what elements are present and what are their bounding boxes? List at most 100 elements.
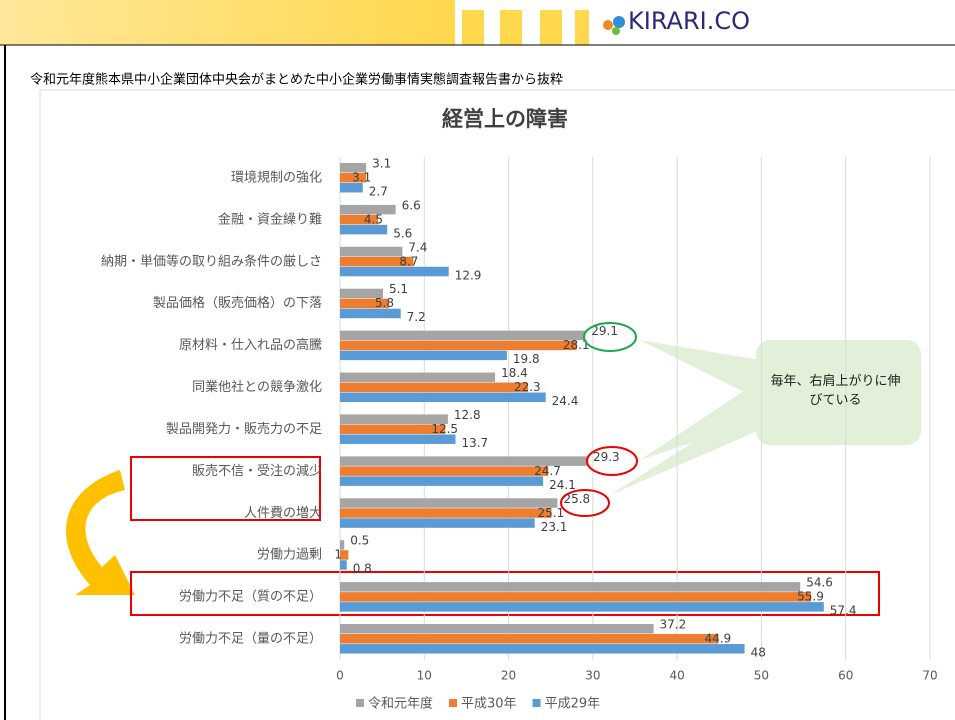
- highlight-circle: [583, 322, 637, 352]
- data-label: 3.1: [372, 156, 391, 170]
- chart-frame: [39, 89, 955, 720]
- data-label: 25.8: [563, 492, 590, 506]
- bar: [340, 644, 745, 654]
- x-tick-label: 10: [417, 669, 432, 683]
- data-label: 13.7: [461, 436, 488, 450]
- bar: [340, 624, 654, 634]
- y-tick-label: 製品開発力・販売力の不足: [166, 421, 322, 437]
- legend-swatch: [532, 699, 541, 707]
- legend-label: 平成29年: [545, 697, 601, 712]
- data-label: 18.4: [501, 366, 528, 380]
- y-tick-label: 販売不信・受注の減少: [192, 463, 322, 479]
- bar: [340, 330, 586, 341]
- callout-pointer: [640, 340, 760, 400]
- y-tick-label: 労働力不足（質の不足）: [179, 590, 322, 605]
- highlight-circle: [560, 489, 610, 517]
- data-label: 4.5: [364, 212, 383, 226]
- bar: [340, 592, 812, 602]
- legend-swatch: [449, 699, 458, 707]
- x-tick-label: 70: [922, 669, 937, 683]
- x-tick-label: 60: [838, 669, 853, 683]
- y-tick-label: 原材料・仕入れ品の高騰: [179, 337, 322, 353]
- header-block: [575, 10, 589, 45]
- bar: [340, 204, 396, 215]
- logo-dot: [613, 16, 625, 28]
- y-tick-label: 納期・単価等の取り組み条件の厳しさ: [101, 253, 322, 269]
- bar: [340, 602, 824, 612]
- data-label: 37.2: [660, 618, 687, 632]
- data-label: 6.6: [402, 198, 421, 212]
- data-label: 29.3: [593, 450, 620, 464]
- header-block: [462, 10, 484, 45]
- legend-label: 令和元年度: [368, 696, 433, 712]
- bar: [340, 560, 347, 570]
- data-label: 2.7: [369, 184, 388, 198]
- bar: [340, 424, 446, 434]
- bar: [340, 224, 388, 235]
- x-tick-label: 0: [336, 669, 344, 683]
- bar: [340, 518, 535, 528]
- data-label: 48: [751, 646, 766, 660]
- data-label: 8.7: [399, 254, 418, 268]
- data-label: 3.1: [352, 170, 371, 184]
- bar: [340, 582, 801, 592]
- arrow: [66, 470, 135, 595]
- bar: [340, 634, 719, 644]
- highlight-circle: [586, 446, 638, 476]
- data-label: 5.6: [393, 226, 412, 240]
- y-tick-label: 製品価格（販売価格）の下落: [153, 295, 322, 311]
- data-label: 5.1: [389, 282, 408, 296]
- bar: [340, 392, 546, 403]
- data-label: 23.1: [541, 520, 568, 534]
- bar: [340, 266, 449, 277]
- bar: [340, 298, 389, 309]
- bar: [340, 214, 378, 225]
- data-label: 0.5: [350, 534, 369, 548]
- callout-pointer: [640, 380, 760, 460]
- legend-label: 平成30年: [461, 697, 517, 712]
- header-block: [500, 10, 522, 45]
- bar: [340, 540, 345, 550]
- data-label: 55.9: [797, 590, 824, 604]
- data-label: 12.8: [454, 408, 481, 422]
- y-tick-label: 金融・資金繰り難: [218, 211, 322, 227]
- callout-pointer: [610, 400, 760, 495]
- y-tick-label: 環境規制の強化: [231, 170, 322, 185]
- bar: [340, 456, 587, 466]
- data-label: 57.4: [830, 604, 857, 618]
- bar: [340, 434, 456, 444]
- bar: [340, 498, 558, 508]
- header-block: [540, 10, 562, 45]
- bar: [340, 308, 401, 319]
- data-label: 24.7: [534, 464, 561, 478]
- bar: [340, 246, 403, 257]
- x-tick-label: 30: [585, 669, 600, 683]
- data-label: 19.8: [513, 352, 540, 366]
- data-label: 29.1: [591, 324, 618, 338]
- y-tick-label: 労働力不足（量の不足）: [179, 632, 322, 647]
- data-label: 7.2: [407, 310, 426, 324]
- legend-swatch: [356, 699, 364, 707]
- bar: [340, 162, 367, 173]
- source-note: 令和元年度熊本県中小企業団体中央会がまとめた中小企業労働事情実態調査報告書から抜…: [30, 72, 563, 88]
- bar: [340, 476, 544, 486]
- bar: [340, 182, 363, 193]
- x-tick-label: 40: [670, 669, 685, 683]
- logo: KIRARI.CO: [628, 7, 750, 35]
- highlight-box: [130, 456, 321, 521]
- x-tick-label: 50: [754, 669, 769, 683]
- data-label: 25.1: [538, 506, 565, 520]
- data-label: 12.9: [455, 268, 482, 282]
- bar: [340, 382, 528, 393]
- bar: [340, 372, 496, 383]
- bar: [340, 340, 577, 351]
- bar: [340, 256, 414, 267]
- bar: [340, 172, 367, 183]
- chart-title: 経営上の障害: [442, 107, 568, 131]
- logo-dot: [603, 20, 613, 30]
- header-band: [0, 0, 455, 45]
- data-label: 7.4: [408, 240, 427, 254]
- bar: [340, 288, 383, 299]
- data-label: 44.9: [704, 632, 731, 646]
